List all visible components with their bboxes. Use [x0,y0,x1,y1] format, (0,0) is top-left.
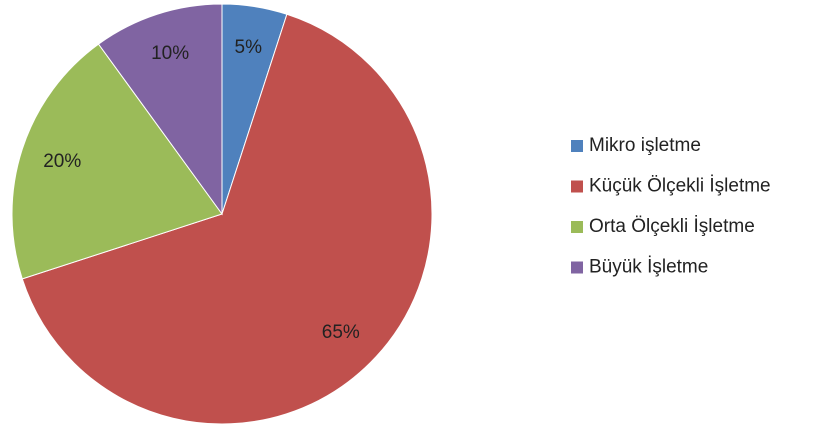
legend-swatch [571,261,583,274]
legend-swatch [571,140,583,152]
legend-label: Küçük Ölçekli İşletme [589,176,771,197]
legend-label: Büyük İşletme [589,257,708,278]
data-label: 20% [43,151,81,172]
legend-swatch [571,180,583,193]
legend-label: Mikro işletme [589,135,701,156]
legend-swatch [571,221,583,233]
data-label: 65% [322,322,360,343]
data-label: 10% [151,43,189,64]
pie-slice [21,13,433,425]
pie-slice [97,3,223,216]
pie-slice [11,43,223,280]
data-label: 5% [235,37,263,58]
legend-label: Orta Ölçekli İşletme [589,216,755,237]
